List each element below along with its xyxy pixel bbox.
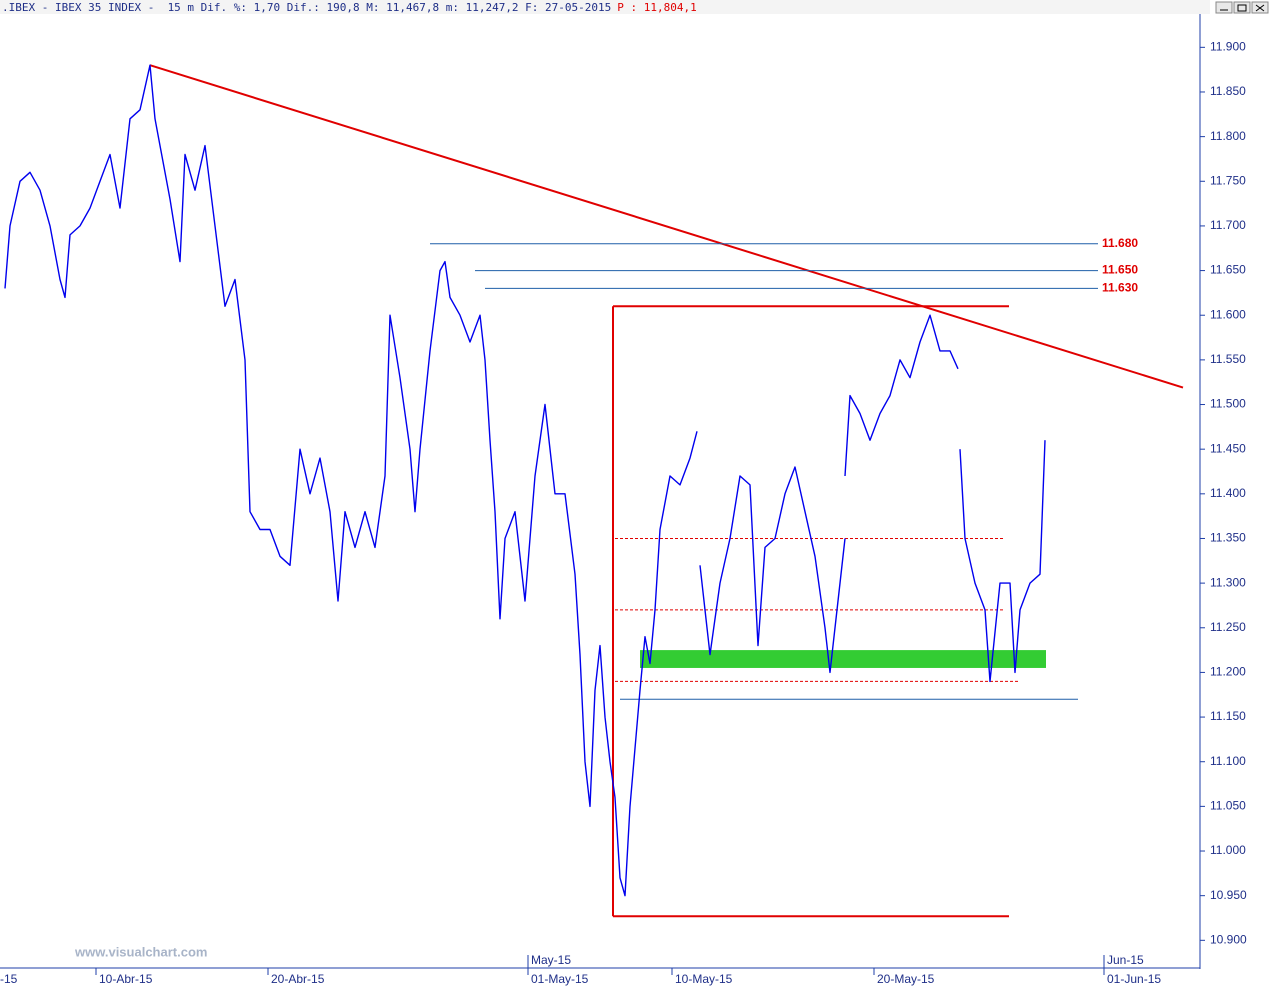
- y-tick-label: 11.850: [1210, 84, 1246, 98]
- drawn-line: [149, 64, 1184, 389]
- y-tick-label: 11.750: [1210, 173, 1246, 187]
- x-tick-label: 01-Jun-15: [1107, 972, 1161, 986]
- header-text: .IBEX - IBEX 35 INDEX - 15 m Dif. %: 1,7…: [2, 1, 611, 14]
- y-tick-label: 11.050: [1210, 799, 1246, 813]
- x-tick-label: 10-May-15: [675, 972, 733, 986]
- minimize-button[interactable]: [1215, 1, 1233, 14]
- close-icon: [1255, 4, 1265, 12]
- month-label: May-15: [531, 953, 571, 967]
- y-tick-label: 11.600: [1210, 307, 1246, 321]
- y-tick-label: 11.700: [1210, 218, 1246, 232]
- header: .IBEX - IBEX 35 INDEX - 15 m Dif. %: 1,7…: [2, 1, 697, 14]
- y-tick-label: 11.100: [1210, 754, 1246, 768]
- level-label: 11.650: [1102, 263, 1138, 277]
- y-tick-label: 11.450: [1210, 441, 1246, 455]
- y-tick-label: 11.300: [1210, 575, 1246, 589]
- x-tick-label: -15: [0, 972, 18, 986]
- y-tick-label: 11.250: [1210, 620, 1246, 634]
- window-buttons[interactable]: [1215, 1, 1269, 14]
- header-bar: [0, 0, 1210, 14]
- x-tick-label: 10-Abr-15: [99, 972, 153, 986]
- y-tick-label: 11.900: [1210, 40, 1246, 54]
- y-tick-label: 11.350: [1210, 531, 1246, 545]
- y-tick-label: 11.550: [1210, 352, 1246, 366]
- y-tick-label: 10.950: [1210, 888, 1247, 902]
- maximize-button[interactable]: [1233, 1, 1251, 14]
- price-line: [4, 64, 1046, 897]
- x-tick-label: 20-Abr-15: [271, 972, 325, 986]
- level-label: 11.680: [1102, 236, 1138, 250]
- y-tick-label: 11.800: [1210, 129, 1246, 143]
- support-band: [640, 650, 1046, 668]
- header-price: P : 11,804,1: [617, 1, 696, 14]
- y-tick-label: 11.650: [1210, 263, 1246, 277]
- y-tick-label: 11.500: [1210, 397, 1246, 411]
- level-label: 11.630: [1102, 281, 1138, 295]
- y-tick-label: 11.200: [1210, 665, 1246, 679]
- y-tick-label: 11.400: [1210, 486, 1246, 500]
- watermark: www.visualchart.com: [74, 944, 207, 959]
- y-tick-label: 11.150: [1210, 709, 1246, 723]
- y-tick-label: 11.000: [1210, 843, 1246, 857]
- maximize-icon: [1237, 4, 1247, 12]
- x-tick-label: 01-May-15: [531, 972, 589, 986]
- month-label: Jun-15: [1107, 953, 1144, 967]
- y-tick-label: 10.900: [1210, 932, 1247, 946]
- x-tick-label: 20-May-15: [877, 972, 935, 986]
